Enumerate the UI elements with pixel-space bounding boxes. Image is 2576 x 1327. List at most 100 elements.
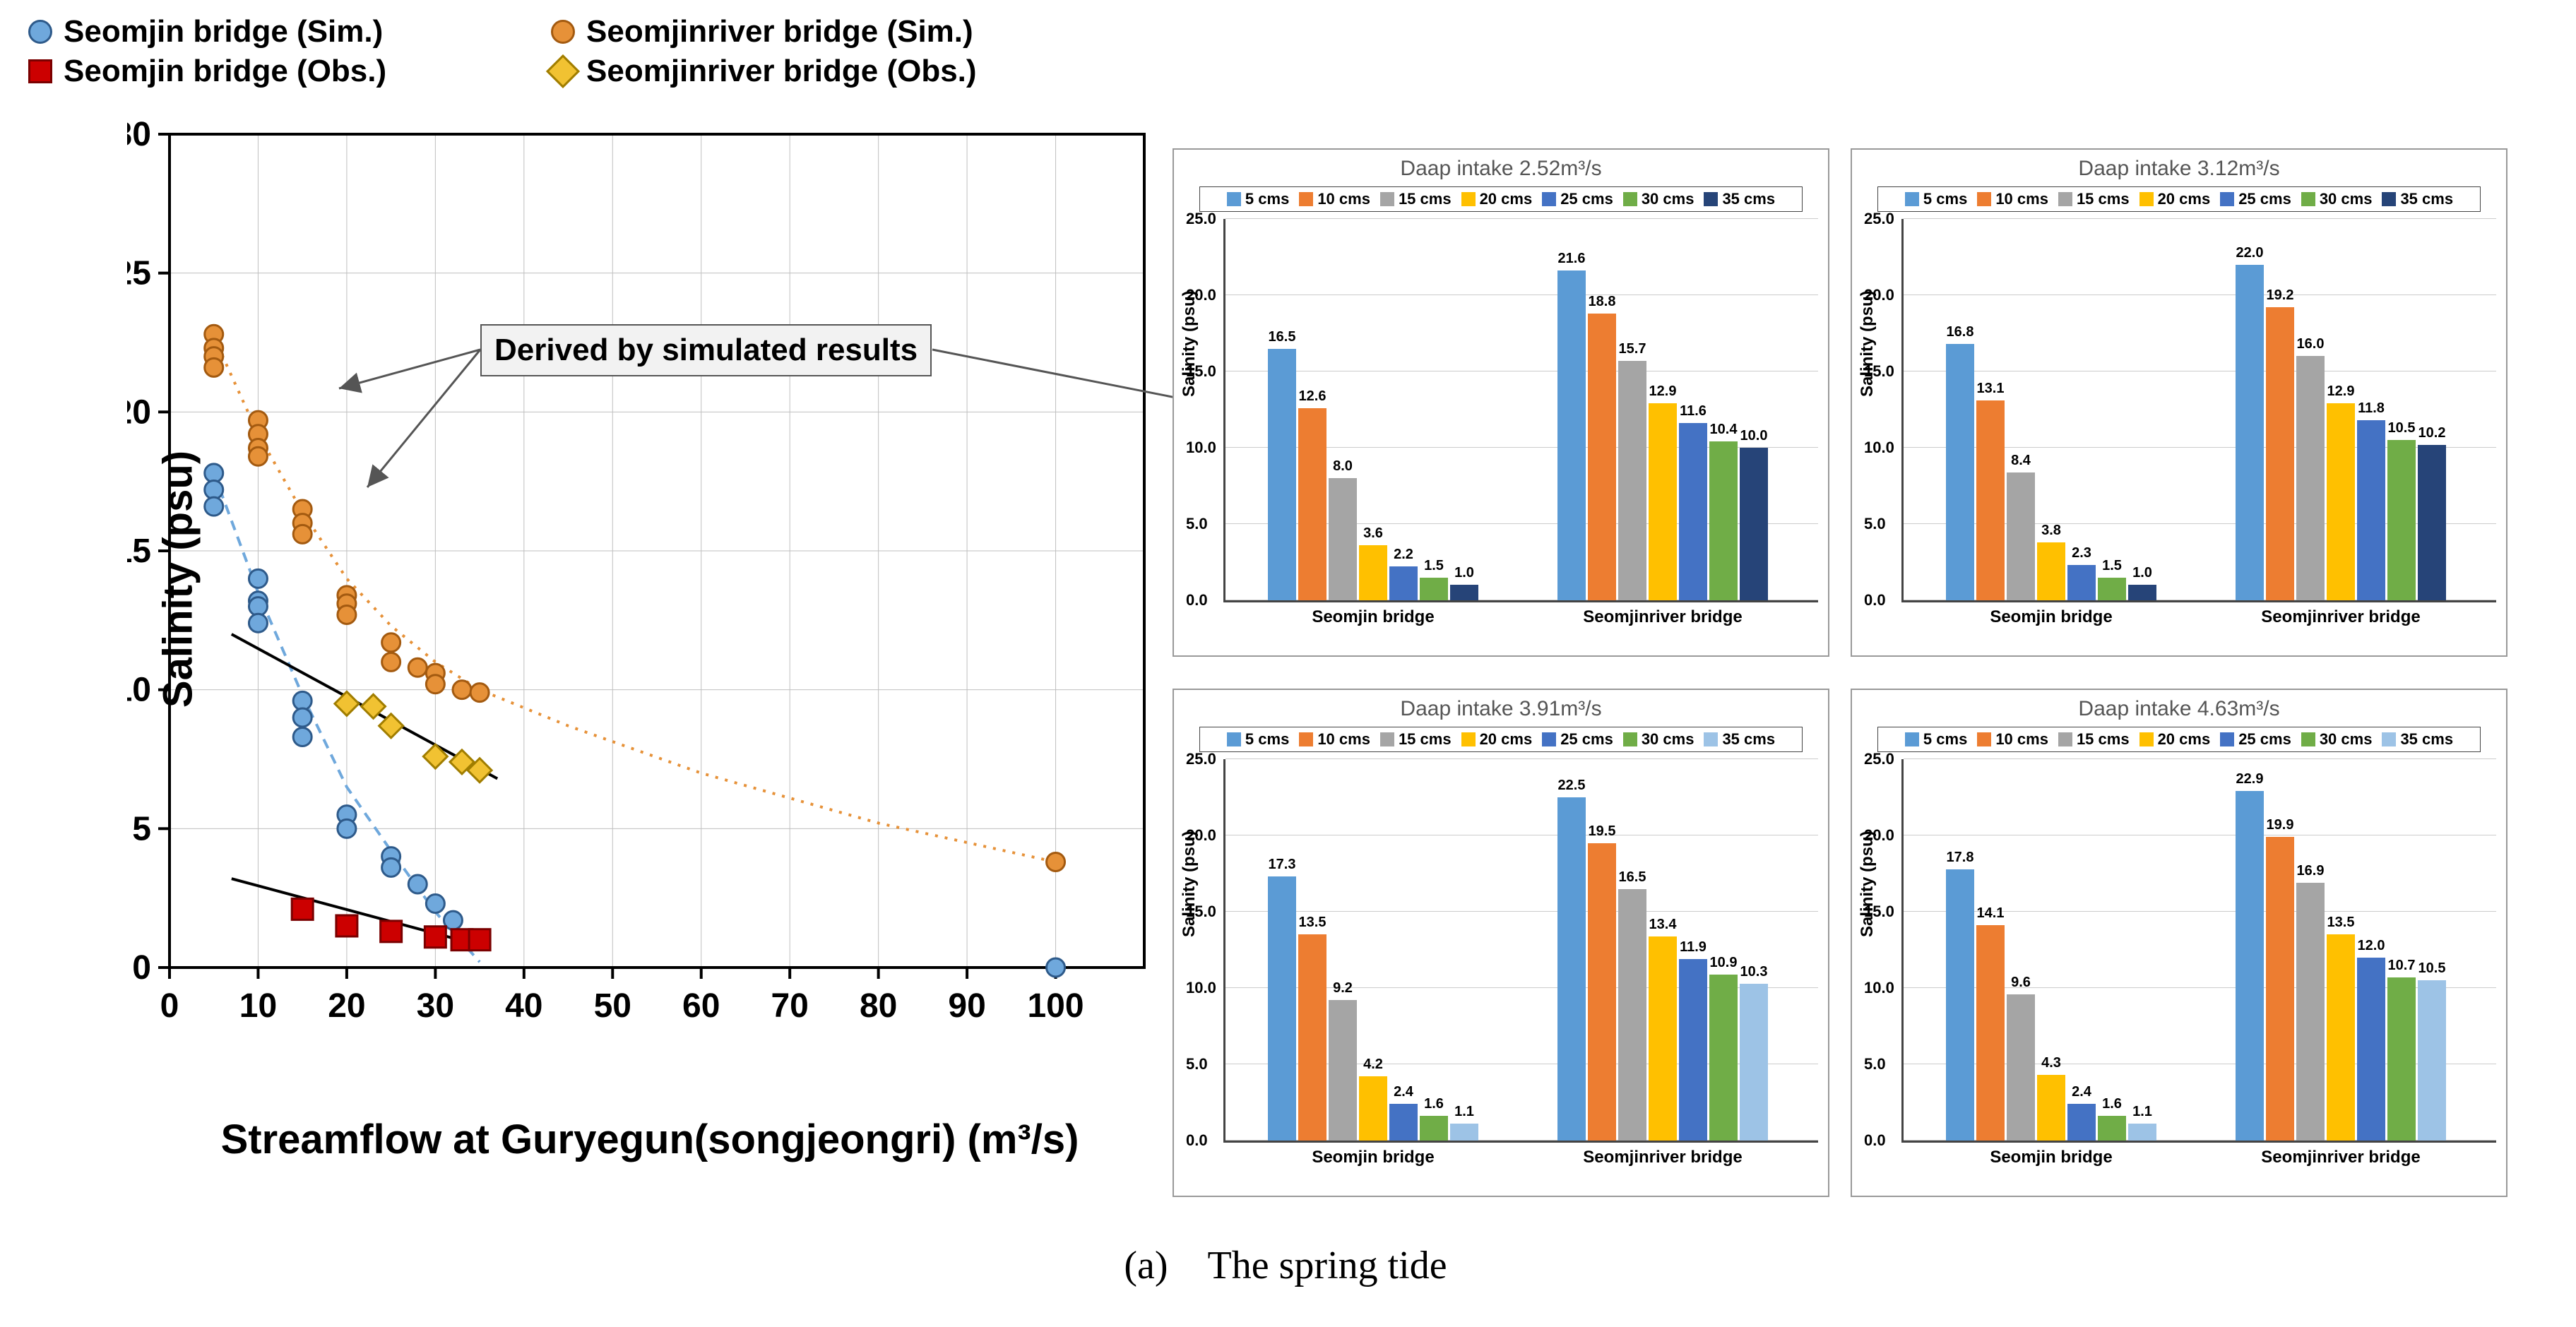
figure-caption: (a) The spring tide [28, 1243, 2543, 1288]
legend-item: 5 cms [1227, 730, 1289, 749]
y-tick-label: 0.0 [1186, 1131, 1208, 1150]
category-label: Seomjinriver bridge [2236, 607, 2446, 627]
legend-label: 25 cms [2238, 730, 2291, 749]
bar: 19.2 [2266, 307, 2294, 600]
category-label: Seomjin bridge [1268, 607, 1478, 627]
bar: 10.2 [2418, 445, 2446, 600]
legend-label: 25 cms [2238, 190, 2291, 208]
bar-panel-y-axis-label: Salinity (psu) [1180, 290, 1199, 397]
scatter-svg: 0102030405060708090100051015202530 [127, 106, 1173, 1052]
bar: 10.4 [1709, 441, 1738, 600]
legend-item: 5 cms [1905, 730, 1967, 749]
bar: 8.0 [1329, 478, 1357, 600]
legend-item: 30 cms [2301, 730, 2373, 749]
legend-label: 10 cms [1995, 190, 2048, 208]
legend-item: Seomjin bridge (Obs.) [28, 54, 551, 89]
bar-value-label: 10.7 [2388, 958, 2416, 974]
bar-value-label: 19.9 [2267, 817, 2294, 833]
bar: 17.3 [1268, 876, 1296, 1141]
bar-value-label: 11.8 [2358, 400, 2385, 417]
svg-text:30: 30 [417, 987, 454, 1025]
legend-swatch-icon [2301, 192, 2315, 206]
bar-group: 17.313.59.24.22.41.61.1 [1268, 876, 1478, 1141]
bar: 12.6 [1298, 408, 1326, 600]
legend-swatch-icon [1905, 732, 1919, 746]
annotation-text: Derived by simulated results [494, 333, 918, 367]
bar-group: 16.813.18.43.82.31.51.0 [1946, 344, 2156, 600]
bar: 1.0 [1450, 585, 1478, 600]
bar-panel-legend: 5 cms10 cms15 cms20 cms25 cms30 cms35 cm… [1199, 186, 1803, 212]
legend-swatch-icon [1704, 192, 1718, 206]
legend-swatch-icon [1905, 192, 1919, 206]
bar-value-label: 10.2 [2418, 425, 2446, 441]
legend-label: 30 cms [2320, 190, 2373, 208]
bar-panel-plot: 0.05.010.015.020.025.016.813.18.43.82.31… [1901, 219, 2496, 602]
bar: 3.6 [1359, 545, 1387, 600]
legend-item: Seomjin bridge (Sim.) [28, 14, 551, 49]
svg-text:0: 0 [160, 987, 179, 1025]
svg-text:10: 10 [239, 987, 277, 1025]
legend-label: 15 cms [2077, 730, 2130, 749]
bar: 2.2 [1389, 566, 1418, 600]
bar: 22.9 [2236, 791, 2264, 1141]
bar: 16.9 [2296, 883, 2325, 1141]
bar-value-label: 22.5 [1558, 778, 1586, 794]
y-tick-label: 25.0 [1864, 210, 1894, 228]
legend-item: 30 cms [1623, 730, 1694, 749]
circle-marker-icon [551, 20, 575, 44]
bar-panel-title: Daap intake 3.91m³/s [1174, 697, 1828, 721]
legend-item: 20 cms [2139, 190, 2211, 208]
bar-group: 22.919.916.913.512.010.710.5 [2236, 791, 2446, 1141]
legend-swatch-icon [1380, 732, 1394, 746]
scatter-plot-area: Salinity (psu) 0102030405060708090100051… [127, 106, 1173, 1052]
legend-label: 10 cms [1317, 730, 1370, 749]
y-tick-label: 20.0 [1864, 286, 1894, 304]
bar-value-label: 10.9 [1710, 955, 1738, 971]
bar-value-label: 2.2 [1394, 547, 1413, 563]
bar-panel-title: Daap intake 2.52m³/s [1174, 157, 1828, 181]
bar-value-label: 16.5 [1619, 869, 1646, 886]
svg-text:80: 80 [860, 987, 897, 1025]
bar-value-label: 19.5 [1589, 823, 1616, 840]
legend-item: 30 cms [2301, 190, 2373, 208]
y-tick-label: 15.0 [1186, 903, 1216, 921]
bar: 11.9 [1679, 959, 1707, 1141]
bar-value-label: 16.9 [2297, 863, 2325, 879]
legend-item: 20 cms [1461, 730, 1533, 749]
legend-label: Seomjinriver bridge (Obs.) [586, 54, 977, 89]
bar-value-label: 1.1 [1454, 1104, 1474, 1120]
legend-item: 25 cms [1542, 190, 1613, 208]
bar: 10.0 [1740, 448, 1768, 600]
bar-value-label: 1.1 [2132, 1104, 2152, 1120]
legend-label: 25 cms [1560, 190, 1613, 208]
legend-swatch-icon [1299, 192, 1313, 206]
y-tick-label: 20.0 [1186, 826, 1216, 845]
bar: 2.4 [2067, 1104, 2096, 1141]
bar: 2.4 [1389, 1104, 1418, 1141]
svg-text:10: 10 [127, 672, 151, 709]
bar-value-label: 8.0 [1333, 458, 1353, 475]
bar: 16.0 [2296, 356, 2325, 600]
bar-panel-y-axis-label: Salinity (psu) [1180, 831, 1199, 937]
bar-value-label: 21.6 [1558, 251, 1586, 267]
legend-item: 35 cms [2382, 730, 2453, 749]
legend-label: 10 cms [1995, 730, 2048, 749]
legend-swatch-icon [2139, 732, 2154, 746]
bar-value-label: 22.9 [2236, 771, 2264, 787]
bar: 1.5 [2098, 578, 2126, 600]
svg-text:30: 30 [127, 116, 151, 153]
y-tick-label: 25.0 [1864, 750, 1894, 768]
circle-marker-icon [28, 20, 52, 44]
legend-label: 35 cms [2400, 730, 2453, 749]
svg-text:20: 20 [127, 393, 151, 431]
bar-value-label: 3.6 [1363, 525, 1383, 542]
y-tick-label: 15.0 [1864, 903, 1894, 921]
svg-text:0: 0 [132, 949, 151, 987]
bar: 18.8 [1588, 314, 1616, 600]
legend-item: 15 cms [2058, 730, 2130, 749]
bar-value-label: 12.0 [2358, 938, 2385, 954]
legend-label: 10 cms [1317, 190, 1370, 208]
bar-panel-plot: 0.05.010.015.020.025.017.313.59.24.22.41… [1223, 759, 1818, 1143]
bar: 16.5 [1618, 889, 1646, 1141]
y-tick-label: 10.0 [1186, 439, 1216, 457]
